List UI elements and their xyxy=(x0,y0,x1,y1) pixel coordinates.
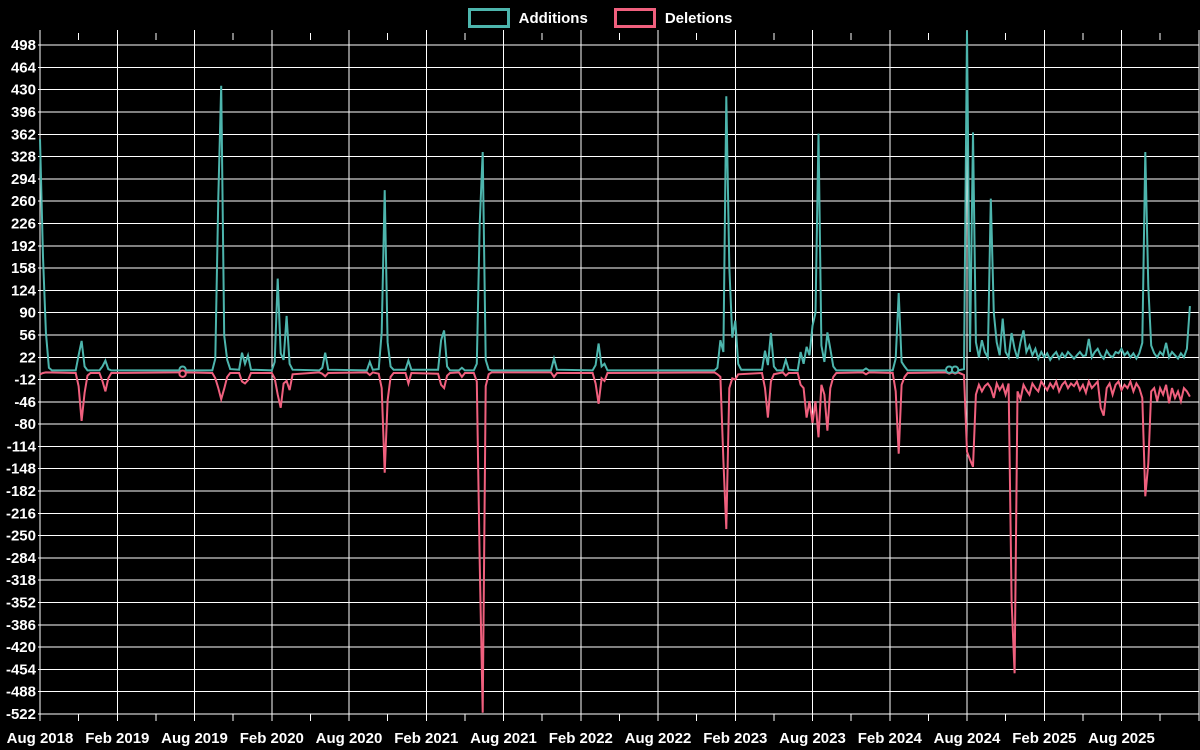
svg-text:Aug 2019: Aug 2019 xyxy=(161,730,228,747)
legend-additions-label: Additions xyxy=(518,9,588,27)
chart-legend: Additions Deletions xyxy=(0,8,1200,28)
svg-text:498: 498 xyxy=(11,37,36,54)
svg-text:124: 124 xyxy=(11,282,37,299)
svg-text:-488: -488 xyxy=(6,684,36,701)
svg-text:-284: -284 xyxy=(6,550,37,567)
svg-text:-522: -522 xyxy=(6,706,36,723)
svg-text:56: 56 xyxy=(19,327,36,344)
svg-text:Feb 2021: Feb 2021 xyxy=(394,730,458,747)
svg-text:Feb 2022: Feb 2022 xyxy=(549,730,613,747)
gridlines xyxy=(38,30,1200,721)
svg-text:Feb 2023: Feb 2023 xyxy=(703,730,767,747)
svg-text:-250: -250 xyxy=(6,528,36,545)
svg-text:-80: -80 xyxy=(14,416,36,433)
y-axis-labels: 498 464 430 396 362 328 294 260 226 192 158 124 90 56… xyxy=(6,37,37,723)
svg-text:Aug 2018: Aug 2018 xyxy=(7,730,74,747)
svg-text:-386: -386 xyxy=(6,617,36,634)
svg-text:294: 294 xyxy=(11,171,37,188)
svg-text:396: 396 xyxy=(11,104,36,121)
svg-text:-182: -182 xyxy=(6,483,36,500)
svg-text:Feb 2024: Feb 2024 xyxy=(858,730,923,747)
svg-text:Aug 2023: Aug 2023 xyxy=(779,730,846,747)
legend-item-deletions[interactable]: Deletions xyxy=(613,8,733,28)
svg-text:-148: -148 xyxy=(6,461,36,478)
svg-text:328: 328 xyxy=(11,149,36,166)
svg-text:-114: -114 xyxy=(7,438,37,455)
svg-text:-216: -216 xyxy=(6,505,36,522)
svg-text:-454: -454 xyxy=(6,661,37,678)
svg-text:-420: -420 xyxy=(6,639,36,656)
svg-text:90: 90 xyxy=(19,305,36,322)
svg-text:192: 192 xyxy=(11,238,36,255)
svg-text:430: 430 xyxy=(11,82,36,99)
svg-text:-46: -46 xyxy=(14,394,36,411)
deletions-swatch-icon xyxy=(613,8,656,28)
svg-text:Feb 2020: Feb 2020 xyxy=(240,730,304,747)
svg-text:Feb 2019: Feb 2019 xyxy=(85,730,149,747)
svg-text:260: 260 xyxy=(11,193,36,210)
svg-text:Feb 2025: Feb 2025 xyxy=(1012,730,1076,747)
svg-text:362: 362 xyxy=(11,126,36,143)
svg-text:22: 22 xyxy=(19,349,36,366)
additions-swatch-icon xyxy=(467,8,510,28)
svg-text:Aug 2024: Aug 2024 xyxy=(934,730,1001,747)
x-axis-labels: Aug 2018 Feb 2019 Aug 2019 Feb 2020 Aug 2020… xyxy=(7,730,1155,747)
svg-text:Aug 2025: Aug 2025 xyxy=(1088,730,1155,747)
data-point-marker xyxy=(178,369,187,378)
svg-text:Aug 2021: Aug 2021 xyxy=(470,730,537,747)
svg-text:-352: -352 xyxy=(6,595,36,612)
additions-line xyxy=(39,30,1191,372)
svg-text:158: 158 xyxy=(11,260,36,277)
svg-text:-12: -12 xyxy=(14,372,36,389)
legend-deletions-label: Deletions xyxy=(664,9,733,27)
deletions-line xyxy=(39,371,1191,713)
svg-text:Aug 2022: Aug 2022 xyxy=(625,730,692,747)
legend-item-additions[interactable]: Additions xyxy=(467,8,588,28)
data-point-marker xyxy=(950,365,960,374)
svg-text:226: 226 xyxy=(11,216,36,233)
svg-text:464: 464 xyxy=(11,60,37,77)
svg-text:-318: -318 xyxy=(6,572,36,589)
svg-text:Aug 2020: Aug 2020 xyxy=(316,730,383,747)
